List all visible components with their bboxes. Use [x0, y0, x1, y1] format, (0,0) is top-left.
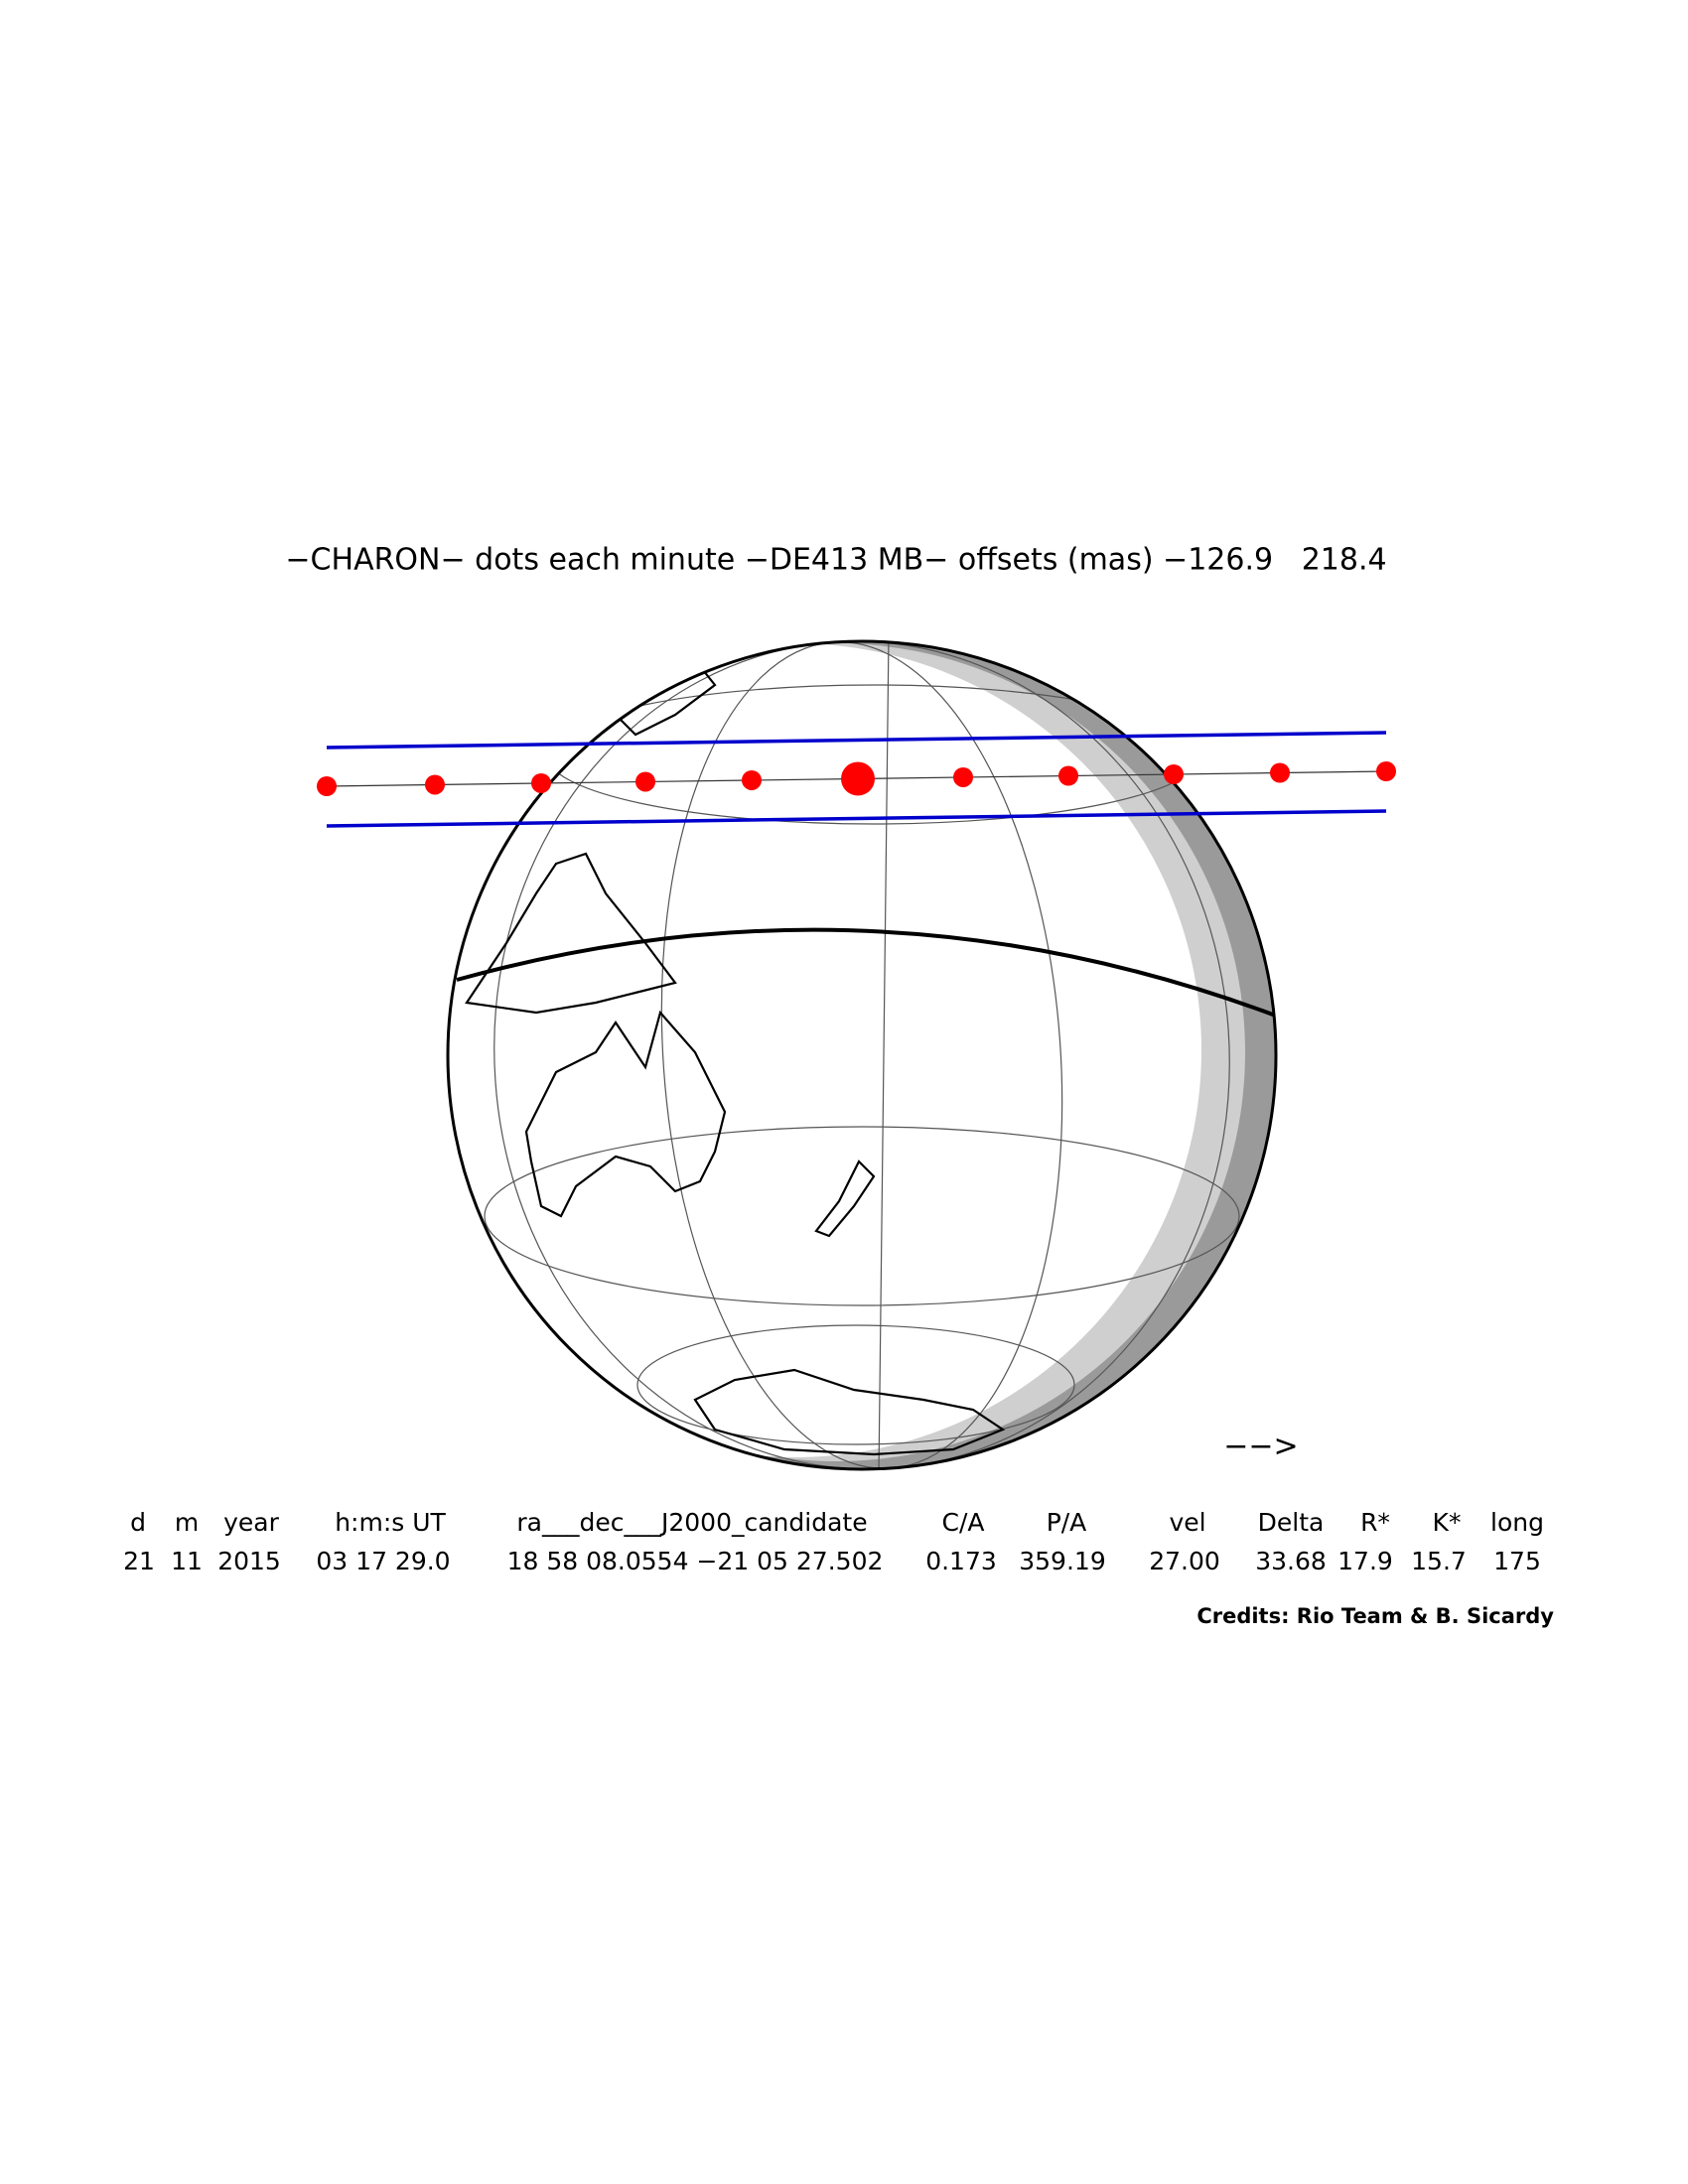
table-cell: 359.19 — [1019, 1547, 1105, 1575]
minute-dots — [317, 761, 1396, 796]
table-cell: 175 — [1493, 1547, 1541, 1575]
minute-dot — [317, 776, 337, 796]
shadow-limit-south — [326, 809, 1387, 828]
table-header-cell: P/A — [1047, 1508, 1087, 1537]
table-header-cell: Delta — [1258, 1508, 1325, 1537]
table-cell: 17.9 — [1337, 1547, 1393, 1575]
table-cell: 11 — [171, 1547, 203, 1575]
table-header-cell: year — [223, 1508, 279, 1537]
table-cell: 33.68 — [1255, 1547, 1327, 1575]
table-cell: 21 — [123, 1547, 155, 1575]
table-header-cell: m — [175, 1508, 199, 1537]
minute-dot — [1270, 762, 1290, 783]
table-header-cell: long — [1490, 1508, 1544, 1537]
table-header-cell: K* — [1433, 1508, 1462, 1537]
table-header-cell: C/A — [942, 1508, 985, 1537]
table-cell: 27.00 — [1149, 1547, 1220, 1575]
table-header-cell: ra___dec___J2000_candidate — [516, 1508, 867, 1537]
minute-dot — [425, 774, 445, 795]
closest-approach-dot — [841, 761, 875, 796]
minute-dot — [742, 769, 762, 790]
table-header-cell: d — [130, 1508, 146, 1537]
minute-dot — [953, 766, 973, 787]
table-cell: 2015 — [217, 1547, 281, 1575]
table-cell: 03 17 29.0 — [316, 1547, 450, 1575]
direction-arrow: −−> — [1223, 1430, 1298, 1464]
table-header-cell: R* — [1360, 1508, 1390, 1537]
title: −CHARON− dots each minute −DE413 MB− off… — [285, 543, 1386, 578]
minute-dot — [1376, 761, 1396, 781]
table-cell: 0.173 — [925, 1547, 997, 1575]
table-cell: 15.7 — [1411, 1547, 1467, 1575]
minute-dot — [531, 772, 551, 793]
credits: Credits: Rio Team & B. Sicardy — [1196, 1604, 1554, 1628]
minute-dot — [635, 771, 655, 792]
table-header-cell: h:m:s UT — [335, 1508, 446, 1537]
table-cell: 18 58 08.0554 −21 05 27.502 — [507, 1547, 884, 1575]
table-header-cell: vel — [1169, 1508, 1205, 1537]
minute-dot — [1164, 764, 1184, 785]
minute-dot — [1058, 765, 1078, 786]
globe — [446, 639, 1278, 1471]
shadow-limit-north — [326, 731, 1387, 750]
parameter-table: d m year h:m:s UT ra___dec___J2000_candidate… — [123, 1508, 1544, 1575]
